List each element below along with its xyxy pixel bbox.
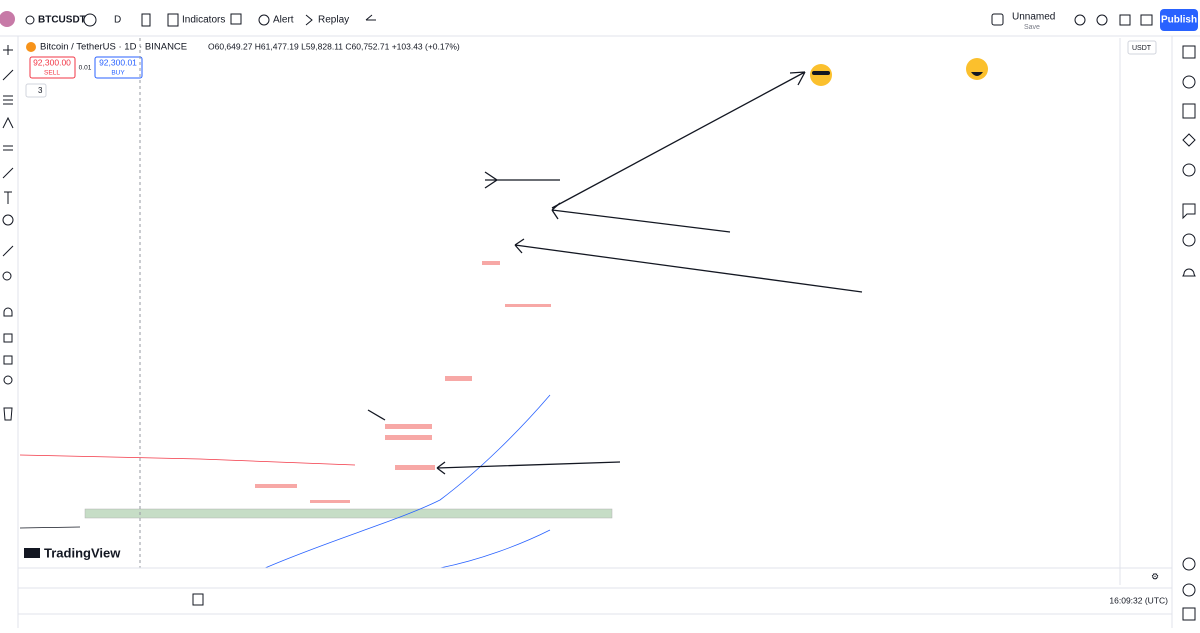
sell-price[interactable]: 92,300.00 xyxy=(33,57,71,67)
fullscreen[interactable] xyxy=(1119,14,1131,26)
currency[interactable]: USDT xyxy=(1132,45,1152,52)
indicator-count[interactable]: 3 xyxy=(38,86,43,95)
buy-button[interactable] xyxy=(94,56,143,79)
replay[interactable]: Replay xyxy=(318,15,349,26)
emoji-mouth xyxy=(971,72,983,76)
alert[interactable]: Alert xyxy=(273,15,294,26)
checkbox[interactable] xyxy=(991,13,1004,26)
interval[interactable]: D xyxy=(114,15,121,26)
indicators-icon[interactable] xyxy=(167,13,179,27)
layout-name[interactable]: Unnamed xyxy=(1012,12,1055,23)
publish[interactable]: Publish xyxy=(1161,15,1197,26)
chart-type-icon[interactable] xyxy=(141,13,151,27)
emoji-laugh xyxy=(966,58,988,80)
watermark: TradingView xyxy=(24,545,121,560)
legend-ohlc: O60,649.27 H61,477.19 L59,828.11 C60,752… xyxy=(208,41,460,51)
watermark-text: TradingView xyxy=(44,545,121,560)
indicator-toggle[interactable] xyxy=(25,83,47,98)
quick-search[interactable] xyxy=(1074,14,1086,26)
emoji-glasses xyxy=(812,71,830,75)
date-range-icon[interactable] xyxy=(192,593,204,606)
currency-box[interactable] xyxy=(1127,40,1157,55)
sell-button[interactable] xyxy=(29,56,76,79)
publish-button[interactable] xyxy=(1160,9,1198,31)
ma-blue xyxy=(264,394,551,569)
ma-red xyxy=(19,454,356,466)
ma-black xyxy=(19,526,81,529)
search-icon[interactable] xyxy=(25,15,35,25)
add-symbol[interactable] xyxy=(83,13,97,27)
drawing-tools[interactable] xyxy=(2,45,14,421)
buy-label[interactable]: BUY xyxy=(111,70,125,77)
indicators[interactable]: Indicators xyxy=(182,15,225,26)
templates-icon[interactable] xyxy=(230,13,242,25)
clock: 16:09:32 (UTC) xyxy=(1109,595,1168,605)
buy-price[interactable]: 92,300.01 xyxy=(99,57,137,67)
arrows xyxy=(367,71,863,475)
replay-icon[interactable] xyxy=(305,14,313,26)
layout-save: Save xyxy=(1024,24,1040,31)
axis-settings[interactable]: ⚙ xyxy=(1151,571,1159,581)
avatar[interactable] xyxy=(0,11,15,27)
ma-blue-2 xyxy=(439,529,551,569)
spread: 0.01 xyxy=(79,65,92,72)
settings[interactable] xyxy=(1096,14,1108,26)
sidebar-icons[interactable] xyxy=(1182,45,1196,621)
zones xyxy=(84,261,613,519)
sell-label[interactable]: SELL xyxy=(44,70,60,77)
btc-icon xyxy=(26,42,36,52)
symbol[interactable]: BTCUSDT xyxy=(38,15,86,26)
undo[interactable] xyxy=(365,14,376,21)
alert-icon[interactable] xyxy=(258,14,270,26)
snapshot[interactable] xyxy=(1140,14,1153,26)
legend-title: Bitcoin / TetherUS · 1D · BINANCE xyxy=(40,42,187,53)
